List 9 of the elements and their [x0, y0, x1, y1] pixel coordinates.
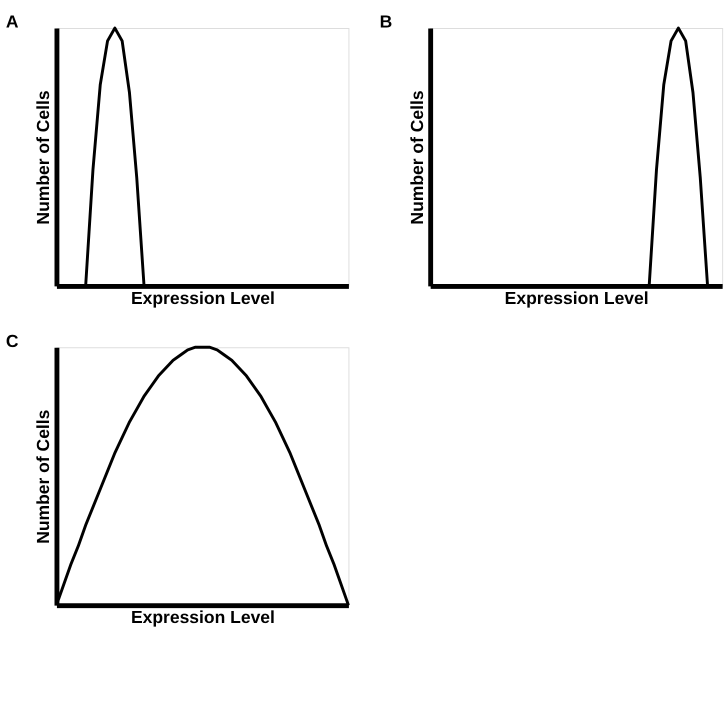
x-axis-title: Expression Level — [130, 288, 275, 308]
x-axis-title: Expression Level — [504, 288, 649, 308]
x-axis-title: Expression Level — [130, 607, 275, 628]
y-axis-title: Number of Cells — [33, 409, 54, 544]
y-axis-title: Number of Cells — [406, 90, 427, 225]
y-axis-title: Number of Cells — [33, 90, 54, 225]
chart-title: B — [380, 12, 392, 32]
chart-title: A — [6, 12, 19, 32]
chart-title: C — [6, 330, 19, 351]
